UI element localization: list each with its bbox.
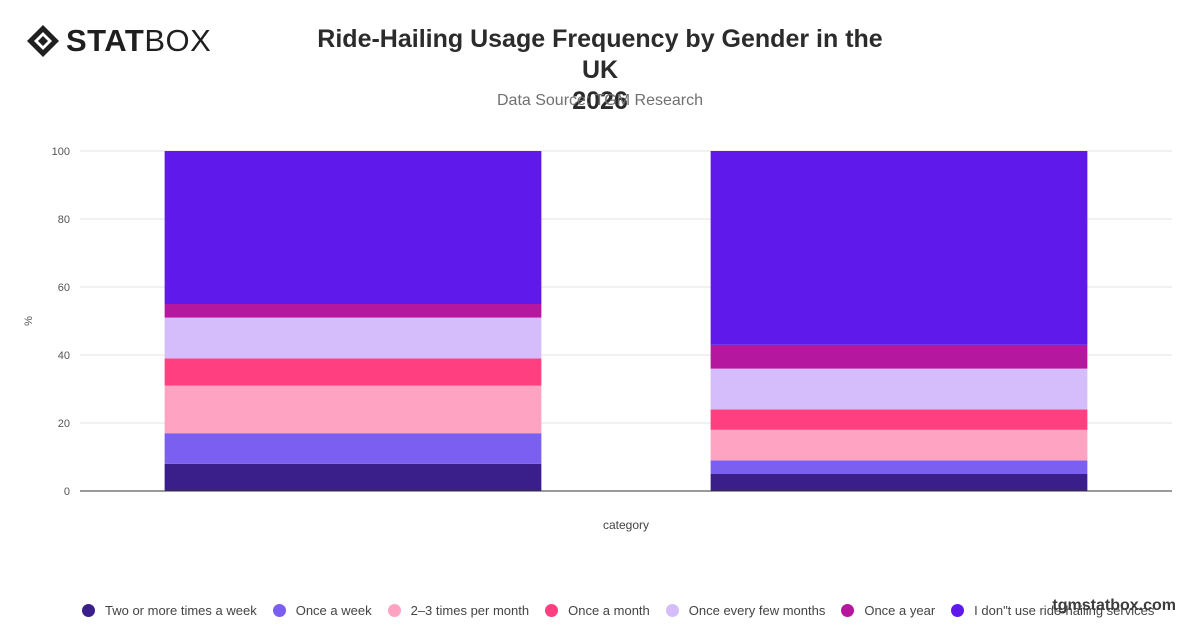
legend-item[interactable]: 2–3 times per month — [387, 603, 530, 618]
statbox-diamond-icon — [27, 25, 59, 57]
x-axis-label: category — [603, 518, 649, 532]
y-axis-ticks: 0 20 40 60 80 100 — [52, 146, 70, 498]
y-tick-label: 80 — [58, 214, 70, 226]
legend-item[interactable]: Once a month — [545, 603, 650, 618]
legend-item[interactable]: Once a week — [272, 603, 372, 618]
chart-subtitle: Data Source: TGM Research — [496, 92, 703, 109]
legend-swatch — [387, 604, 401, 617]
legend-item[interactable]: Once a year — [841, 603, 935, 618]
legend-swatch — [665, 604, 679, 617]
chart-title: Ride-Hailing Usage Frequency by Gender i… — [300, 24, 900, 117]
legend-swatch — [841, 604, 855, 617]
bar-segment — [164, 317, 542, 359]
chart-title-line1: Ride-Hailing Usage Frequency by Gender i… — [317, 25, 883, 84]
bar-segment — [710, 368, 1088, 410]
bars — [164, 151, 1088, 491]
legend-item[interactable]: I don"t use ride-hailing services — [951, 603, 1154, 618]
bar-segment — [710, 460, 1088, 474]
bar-segment — [710, 344, 1088, 369]
y-tick-label: 40 — [58, 350, 70, 362]
y-tick-label: 60 — [58, 282, 70, 294]
chart-title-line2: 2026 — [572, 87, 628, 115]
bar-segment — [164, 151, 542, 304]
bar-segment — [164, 385, 542, 434]
watermark: tgmstatbox.com — [1052, 597, 1176, 614]
legend-swatch — [82, 604, 95, 617]
bar-segment — [164, 358, 542, 386]
legend-label: Once a month — [568, 603, 650, 618]
legend-swatch — [545, 604, 559, 617]
y-tick-label: 0 — [64, 486, 70, 498]
legend-item[interactable]: Once every few months — [665, 603, 826, 618]
bar-segment — [710, 151, 1088, 345]
y-tick-label: 20 — [58, 418, 70, 430]
statbox-logo: STATBOX — [26, 24, 211, 58]
legend-swatch — [272, 604, 286, 617]
logo-wordmark-bold: STAT — [66, 23, 145, 58]
legend: Two or more times a week Once a week 2–3 t… — [82, 603, 1170, 618]
logo-wordmark: STATBOX — [66, 24, 211, 58]
legend-label: I don"t use ride-hailing services — [974, 603, 1155, 618]
legend-label: Once every few months — [688, 603, 826, 618]
y-tick-label: 100 — [52, 146, 70, 158]
bar-segment — [164, 463, 542, 491]
bar-segment — [164, 304, 542, 318]
legend-item[interactable]: Two or more times a week — [82, 603, 257, 618]
legend-label: Once a week — [295, 603, 372, 618]
legend-label: Two or more times a week — [105, 603, 257, 618]
bar-segment — [710, 474, 1088, 491]
legend-swatch — [951, 604, 965, 617]
legend-label: Once a year — [864, 603, 936, 618]
bar-segment — [164, 433, 542, 464]
bar-segment — [710, 409, 1088, 430]
logo-wordmark-light: BOX — [144, 23, 212, 58]
y-axis-label: % — [23, 316, 35, 326]
legend-label: 2–3 times per month — [410, 603, 530, 618]
bar-segment — [710, 429, 1088, 461]
